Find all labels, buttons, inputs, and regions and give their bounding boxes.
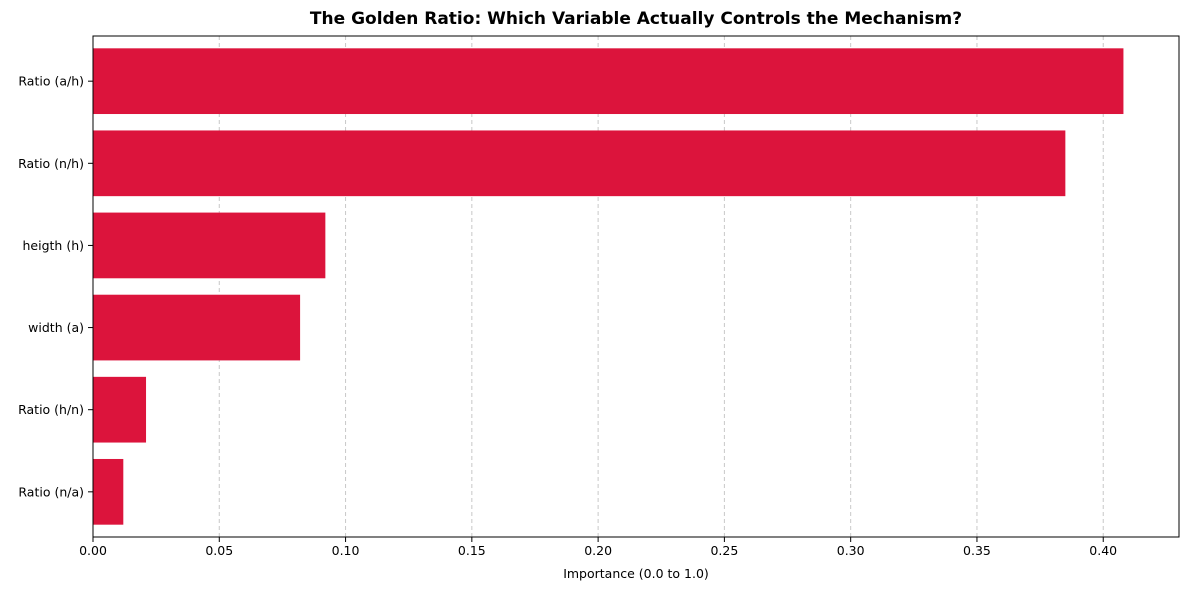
y-tick-label: width (a) <box>28 320 84 335</box>
y-tick-label: Ratio (a/h) <box>18 74 84 89</box>
bar <box>93 130 1066 197</box>
x-tick-label: 0.10 <box>332 543 360 558</box>
bar <box>93 48 1124 115</box>
bar <box>93 212 326 279</box>
x-tick-label: 0.35 <box>963 543 991 558</box>
x-tick-label: 0.15 <box>458 543 486 558</box>
bar <box>93 294 301 361</box>
y-axis-ticks: Ratio (a/h) Ratio (n/h) heigth (h) width (a… <box>18 74 93 499</box>
x-tick-label: 0.00 <box>79 543 107 558</box>
plot-frame <box>92 35 1180 538</box>
bar <box>93 376 147 443</box>
y-tick-label: Ratio (n/a) <box>18 484 84 499</box>
x-tick-label: 0.25 <box>710 543 738 558</box>
x-tick-label: 0.05 <box>205 543 233 558</box>
y-tick-label: heigth (h) <box>23 238 85 253</box>
x-tick-label: 0.30 <box>837 543 865 558</box>
chart-title: The Golden Ratio: Which Variable Actuall… <box>310 9 962 29</box>
x-tick-label: 0.20 <box>584 543 612 558</box>
y-tick-label: Ratio (h/n) <box>18 402 84 417</box>
x-axis-ticks: 0.00 0.05 0.10 0.15 0.20 0.25 0.30 0.35 0.40 <box>79 537 1117 558</box>
bars <box>93 48 1124 525</box>
bar <box>93 458 124 525</box>
x-axis-label: Importance (0.0 to 1.0) <box>563 566 709 581</box>
x-tick-label: 0.40 <box>1089 543 1117 558</box>
y-tick-label: Ratio (n/h) <box>18 156 84 171</box>
